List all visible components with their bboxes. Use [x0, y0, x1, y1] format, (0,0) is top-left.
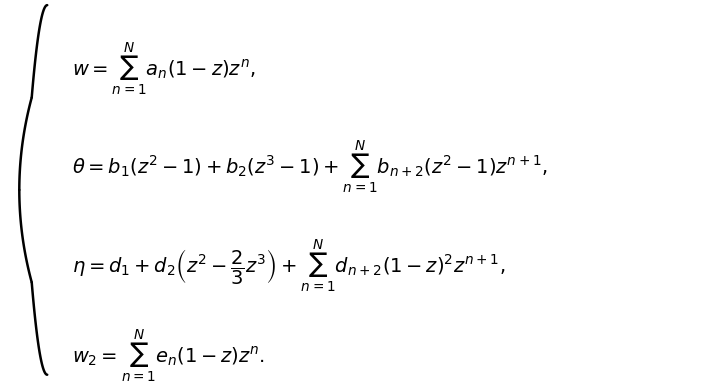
Text: $\theta= b_1\left(z^2-1\right)+b_2\left(z^3-1\right)+\sum_{n=1}^{N}b_{n+2}\left(: $\theta= b_1\left(z^2-1\right)+b_2\left(… [72, 139, 548, 195]
Text: $\eta = d_1 + d_2\left(z^2 - \dfrac{2}{3}z^3\right)+\sum_{n=1}^{N}d_{n+2}(1-z)^2: $\eta = d_1 + d_2\left(z^2 - \dfrac{2}{3… [72, 237, 506, 294]
Text: $w_2 = \sum_{n=1}^{N} e_n(1-z)z^n.$: $w_2 = \sum_{n=1}^{N} e_n(1-z)z^n.$ [72, 328, 265, 384]
Text: $w = \sum_{n=1}^{N} a_n(1-z)z^n,$: $w = \sum_{n=1}^{N} a_n(1-z)z^n,$ [72, 41, 256, 98]
